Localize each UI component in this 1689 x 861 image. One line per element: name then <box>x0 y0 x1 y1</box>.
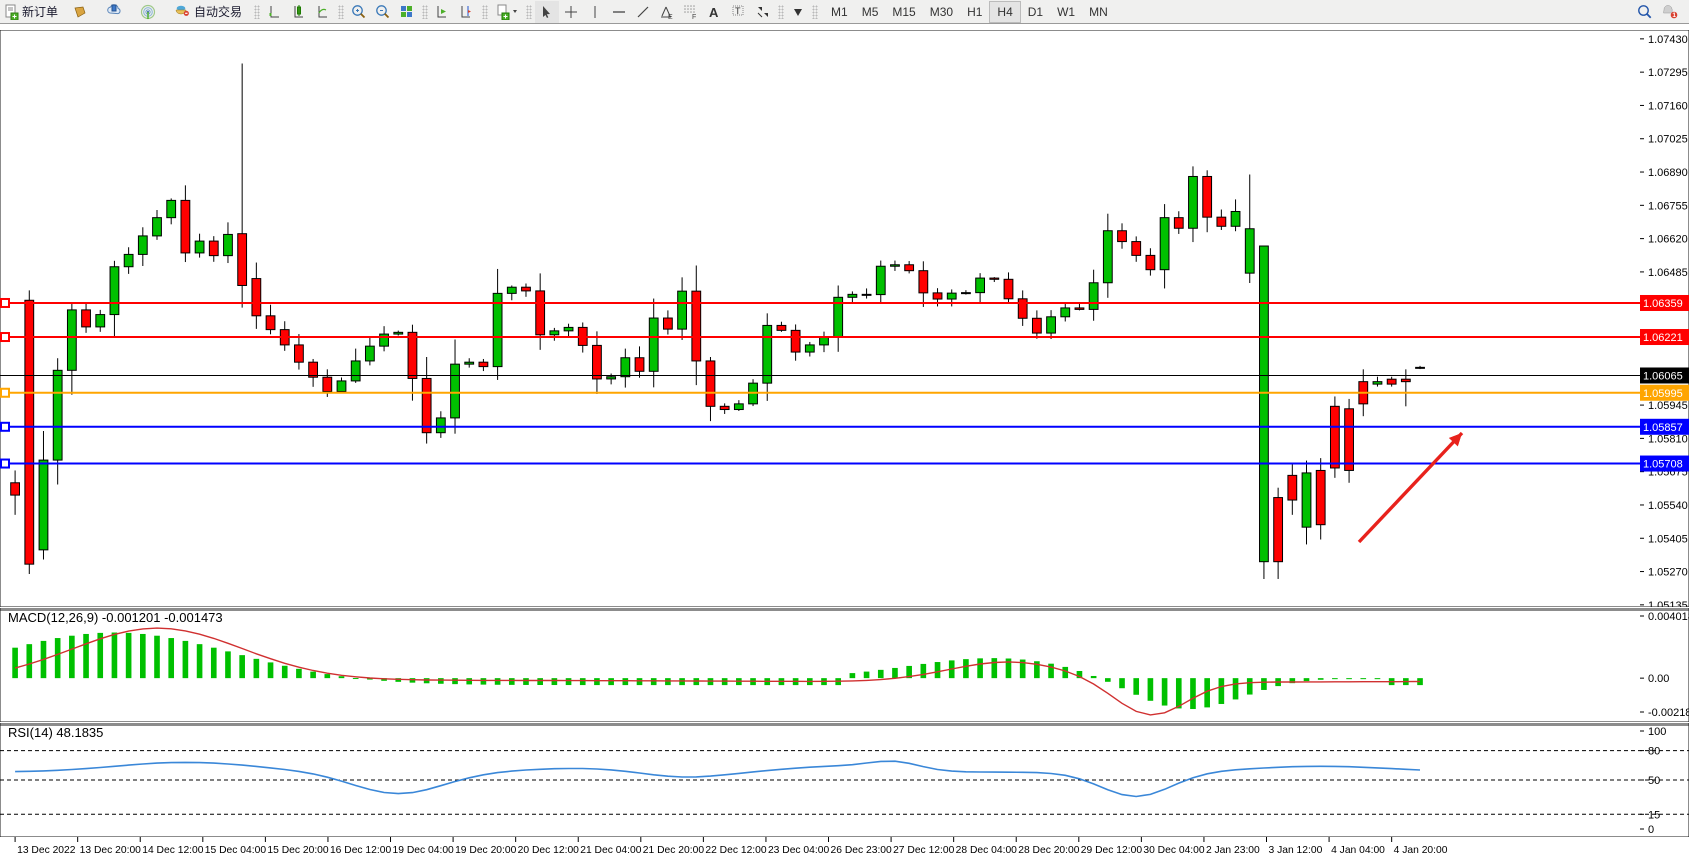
svg-text:20 Dec 12:00: 20 Dec 12:00 <box>518 845 580 856</box>
svg-text:1.06221: 1.06221 <box>1643 332 1683 344</box>
svg-text:1.05945: 1.05945 <box>1648 400 1688 412</box>
svg-text:0.00: 0.00 <box>1648 673 1669 685</box>
svg-text:1.06620: 1.06620 <box>1648 234 1688 246</box>
svg-text:T: T <box>735 6 741 16</box>
svg-text:15 Dec 20:00: 15 Dec 20:00 <box>267 845 329 856</box>
svg-text:0: 0 <box>1648 824 1654 836</box>
svg-text:15 Dec 04:00: 15 Dec 04:00 <box>205 845 267 856</box>
svg-text:28 Dec 04:00: 28 Dec 04:00 <box>956 845 1018 856</box>
svg-text:30 Dec 04:00: 30 Dec 04:00 <box>1143 845 1205 856</box>
svg-text:1.05540: 1.05540 <box>1648 500 1688 512</box>
svg-text:50: 50 <box>1648 775 1660 787</box>
svg-text:1.05270: 1.05270 <box>1648 567 1688 579</box>
svg-text:26 Dec 23:00: 26 Dec 23:00 <box>831 845 893 856</box>
svg-text:1.06755: 1.06755 <box>1648 200 1688 212</box>
svg-text:21 Dec 04:00: 21 Dec 04:00 <box>580 845 642 856</box>
svg-text:19 Dec 20:00: 19 Dec 20:00 <box>455 845 517 856</box>
svg-text:1.05995: 1.05995 <box>1643 388 1683 400</box>
svg-text:RSI(14) 48.1835: RSI(14) 48.1835 <box>8 725 103 740</box>
svg-text:1.06485: 1.06485 <box>1648 267 1688 279</box>
svg-text:1.07430: 1.07430 <box>1648 34 1688 46</box>
svg-text:80: 80 <box>1648 746 1660 758</box>
svg-text:14 Dec 12:00: 14 Dec 12:00 <box>142 845 204 856</box>
svg-text:4 Jan 04:00: 4 Jan 04:00 <box>1331 845 1385 856</box>
svg-text:1: 1 <box>1672 12 1676 19</box>
svg-text:100: 100 <box>1648 726 1666 738</box>
svg-text:1.07025: 1.07025 <box>1648 134 1688 146</box>
svg-text:A: A <box>709 5 719 20</box>
svg-text:16 Dec 12:00: 16 Dec 12:00 <box>330 845 392 856</box>
svg-text:1.05810: 1.05810 <box>1648 433 1688 445</box>
svg-text:4 Jan 20:00: 4 Jan 20:00 <box>1394 845 1448 856</box>
svg-text:27 Dec 12:00: 27 Dec 12:00 <box>893 845 955 856</box>
svg-text:3 Jan 12:00: 3 Jan 12:00 <box>1269 845 1323 856</box>
svg-text:E: E <box>668 14 673 20</box>
svg-text:0.004018: 0.004018 <box>1648 611 1689 623</box>
svg-text:-0.002189: -0.002189 <box>1648 707 1689 719</box>
svg-text:1.05708: 1.05708 <box>1643 459 1683 471</box>
svg-text:28 Dec 20:00: 28 Dec 20:00 <box>1018 845 1080 856</box>
svg-text:13 Dec 2022: 13 Dec 2022 <box>17 845 76 856</box>
svg-text:22 Dec 12:00: 22 Dec 12:00 <box>705 845 767 856</box>
svg-text:23 Dec 04:00: 23 Dec 04:00 <box>768 845 830 856</box>
svg-text:2 Jan 23:00: 2 Jan 23:00 <box>1206 845 1260 856</box>
svg-text:19 Dec 04:00: 19 Dec 04:00 <box>393 845 455 856</box>
svg-text:MACD(12,26,9) -0.001201 -0.001: MACD(12,26,9) -0.001201 -0.001473 <box>8 610 223 625</box>
svg-text:1.05405: 1.05405 <box>1648 533 1688 545</box>
svg-text:13 Dec 20:00: 13 Dec 20:00 <box>80 845 142 856</box>
svg-text:1.05135: 1.05135 <box>1648 600 1688 607</box>
svg-text:1.07160: 1.07160 <box>1648 100 1688 112</box>
svg-text:F: F <box>692 14 696 20</box>
svg-text:1.06359: 1.06359 <box>1643 298 1683 310</box>
svg-text:21 Dec 20:00: 21 Dec 20:00 <box>643 845 705 856</box>
svg-text:15: 15 <box>1648 809 1660 821</box>
svg-text:1.06065: 1.06065 <box>1643 370 1683 382</box>
svg-text:29 Dec 12:00: 29 Dec 12:00 <box>1081 845 1143 856</box>
svg-text:1.07295: 1.07295 <box>1648 67 1688 79</box>
svg-text:1.06890: 1.06890 <box>1648 167 1688 179</box>
svg-text:1.05857: 1.05857 <box>1643 422 1683 434</box>
